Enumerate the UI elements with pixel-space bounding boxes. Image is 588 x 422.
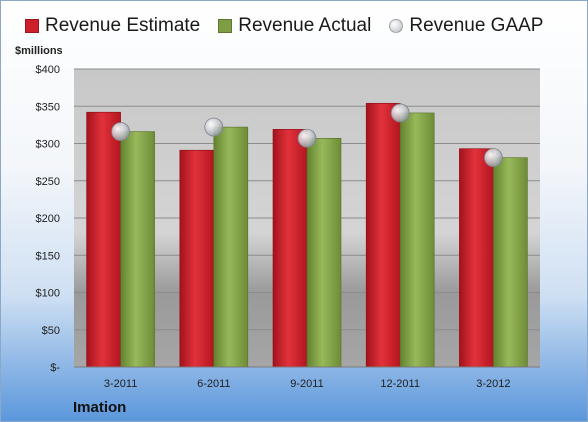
gaap-markers	[111, 103, 503, 168]
y-tick-label: $50	[42, 325, 60, 337]
legend-label-actual: Revenue Actual	[238, 15, 372, 36]
x-tick-label: 6-2011	[197, 378, 230, 390]
x-tick-label: 9-2011	[290, 378, 323, 390]
bar-revenue-actual	[120, 131, 155, 368]
bar-revenue-estimate	[179, 149, 215, 368]
x-axis-ticks: 3-2011 6-2011 9-2011 12-2011 3-2012	[104, 378, 511, 390]
bar-revenue-actual	[493, 157, 528, 368]
marker-revenue-gaap	[204, 117, 224, 137]
legend-swatch-actual	[218, 19, 233, 33]
y-axis-ticks: $- $50 $100 $150 $200 $250 $300 $350 $400	[36, 64, 61, 374]
bar-revenue-estimate	[459, 148, 494, 368]
legend-item-actual: Revenue Actual	[218, 15, 371, 37]
marker-revenue-gaap	[390, 103, 410, 123]
legend-item-estimate: Revenue Estimate	[25, 15, 200, 37]
y-units-label: $millions	[15, 45, 63, 57]
y-tick-label: $100	[36, 288, 60, 300]
y-tick-label: $300	[36, 139, 60, 151]
bar-revenue-estimate	[272, 129, 308, 368]
bar-revenue-actual	[213, 126, 249, 368]
y-tick-label: $-	[50, 362, 60, 374]
bar-revenue-actual	[399, 112, 435, 368]
legend-label-estimate: Revenue Estimate	[45, 15, 201, 36]
legend: Revenue Estimate Revenue Actual Revenue …	[25, 15, 543, 37]
legend-swatch-gaap	[389, 19, 404, 33]
x-tick-label: 12-2011	[380, 378, 420, 390]
marker-revenue-gaap	[483, 148, 503, 168]
y-tick-label: $350	[36, 101, 60, 113]
bar-revenue-estimate	[86, 111, 121, 368]
y-tick-label: $400	[36, 64, 60, 76]
x-tick-label: 3-2011	[104, 378, 137, 390]
legend-swatch-estimate	[25, 19, 39, 33]
marker-revenue-gaap	[297, 128, 317, 148]
company-label: Imation	[73, 399, 127, 416]
bars	[86, 102, 528, 368]
legend-item-gaap: Revenue GAAP	[389, 15, 543, 37]
bar-revenue-estimate	[365, 102, 401, 368]
x-tick-label: 3-2012	[476, 378, 510, 390]
legend-label-gaap: Revenue GAAP	[409, 15, 544, 36]
y-tick-label: $250	[36, 176, 60, 188]
bar-revenue-actual	[306, 137, 342, 368]
y-tick-label: $150	[36, 250, 60, 262]
y-tick-label: $200	[36, 213, 60, 225]
marker-revenue-gaap	[111, 122, 130, 141]
